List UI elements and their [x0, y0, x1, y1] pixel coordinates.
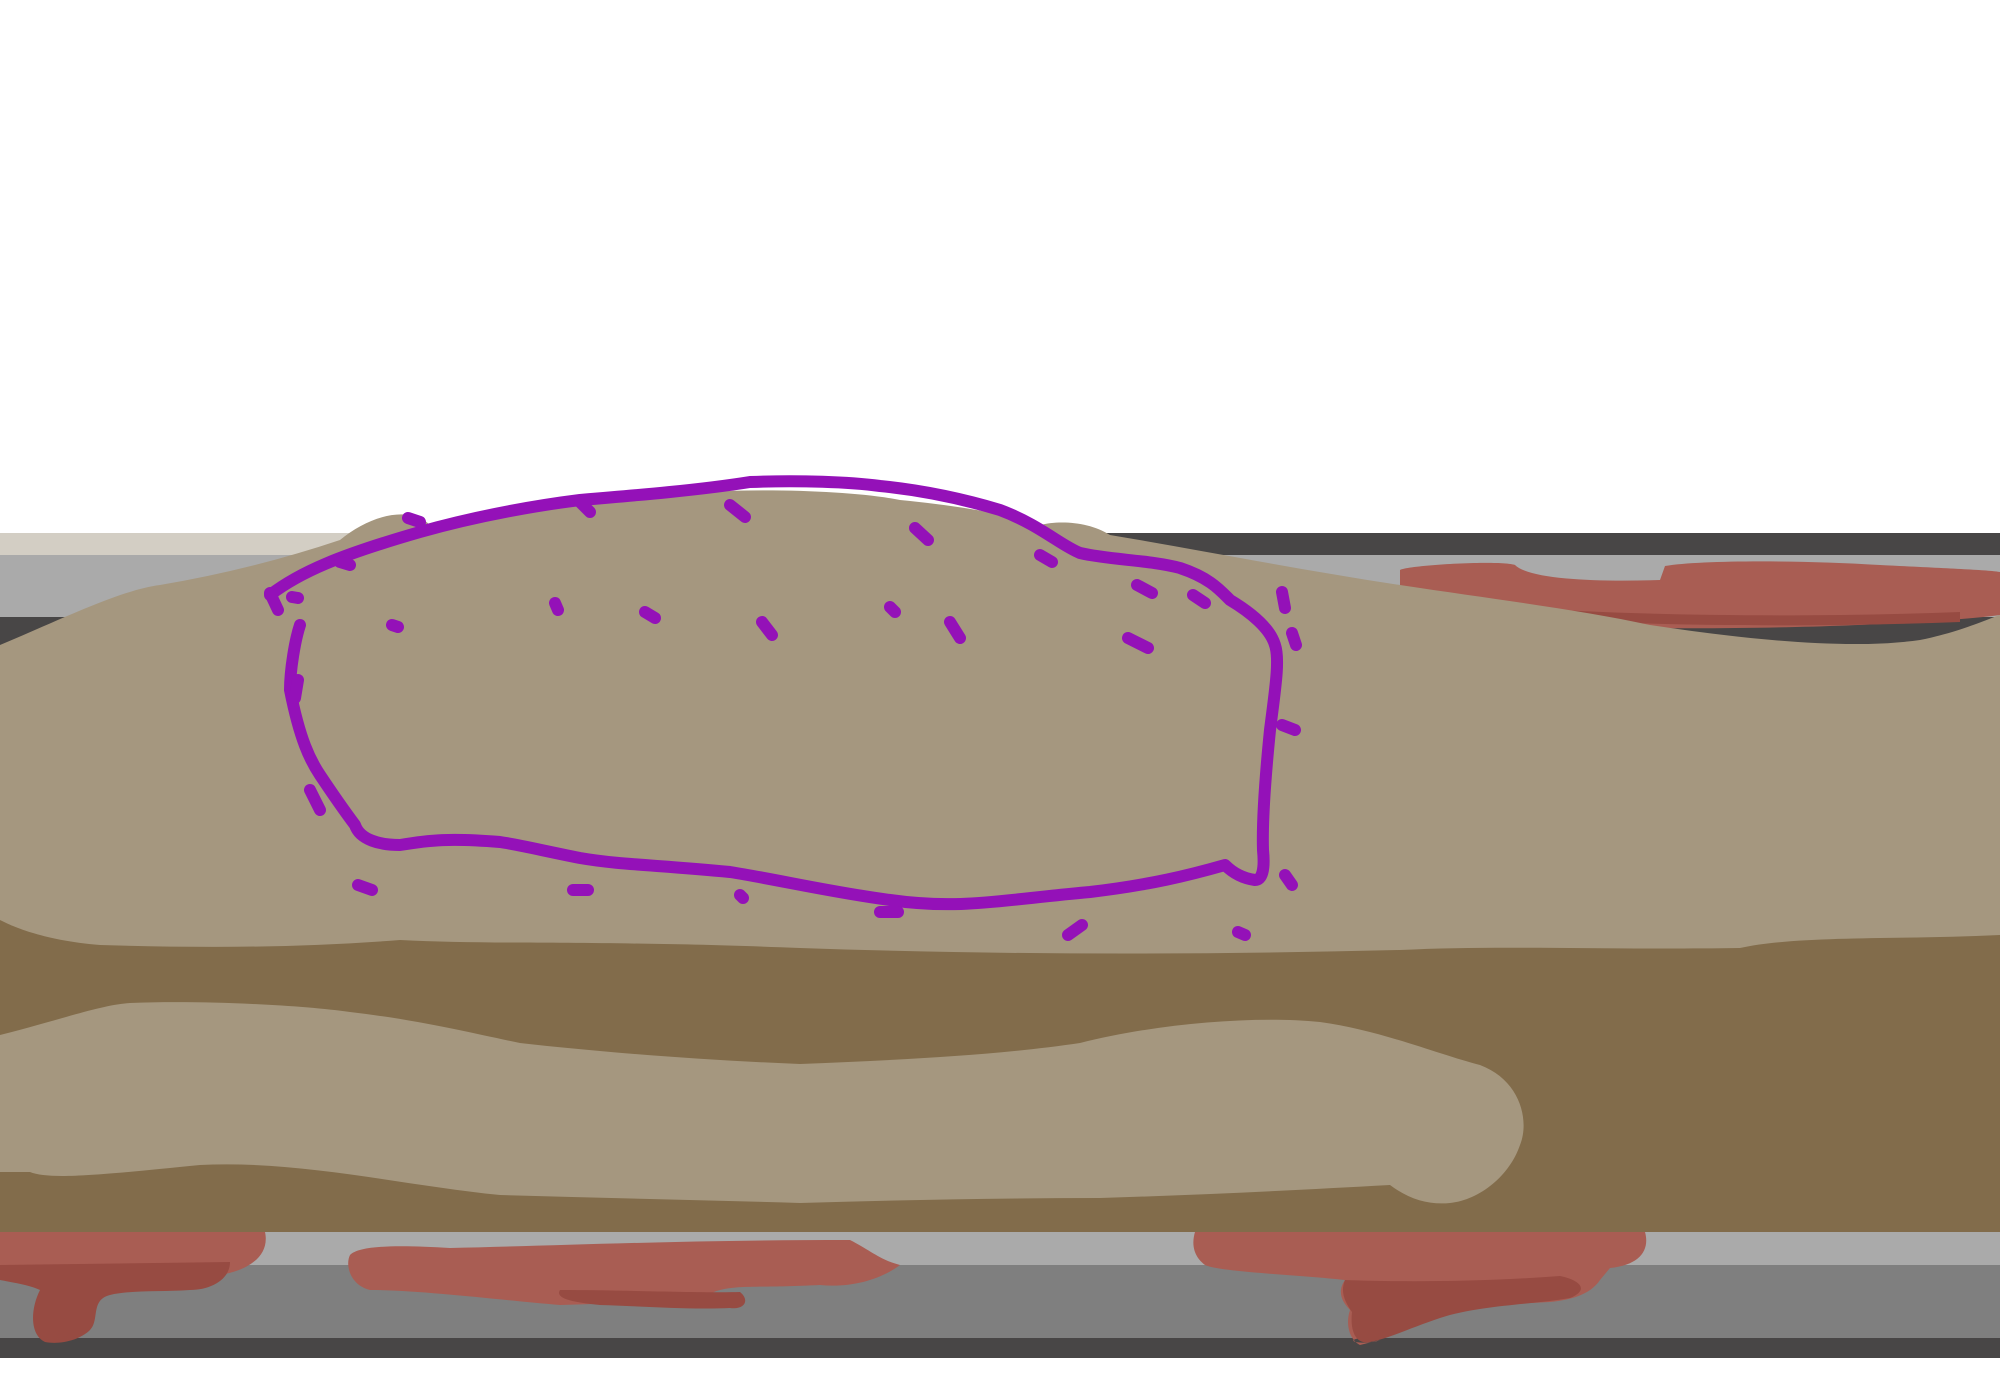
annotation-dot: [1034, 549, 1058, 568]
annotation-dot: [352, 879, 378, 896]
annotation-dot: [639, 606, 661, 624]
annotation-dot: [1279, 869, 1298, 891]
annotation-dot: [289, 674, 304, 704]
annotation-dot: [1062, 919, 1088, 941]
annotation-dot: [944, 616, 966, 644]
annotation-dot: [1187, 589, 1211, 609]
annotation-dot: [1131, 579, 1158, 599]
red-deposit-upper-dark: [1560, 610, 1960, 626]
wall-top-dark-band: [1080, 533, 2000, 557]
annotation-dot: [574, 496, 596, 518]
annotation-dot: [909, 522, 934, 546]
annotation-dot: [734, 889, 749, 904]
annotation-dot: [304, 784, 326, 816]
wall-bottom-dark-band: [0, 1338, 2000, 1358]
annotation-dot: [1232, 926, 1251, 941]
annotation-dot: [286, 591, 304, 604]
annotation-dot: [1276, 586, 1291, 614]
red-deposits-lower: [0, 1232, 1647, 1345]
annotation-dot: [386, 619, 404, 633]
annotation-dot: [549, 597, 564, 616]
annotation-dot: [264, 587, 284, 616]
annotation-dot: [334, 556, 356, 571]
annotation-outline: [264, 475, 1284, 911]
annotation-dot: [402, 512, 426, 528]
wall-bottom-gray-band: [0, 1225, 2000, 1270]
annotation-dots: [264, 496, 1302, 941]
red-deposit-center-dark: [559, 1290, 746, 1309]
red-deposit-left-dark: [0, 1262, 230, 1343]
wall-bottom-mid-band: [0, 1265, 2000, 1340]
annotation-dot: [1286, 627, 1302, 651]
annotation-dot: [1122, 632, 1154, 654]
annotation-dot: [724, 499, 751, 523]
lower-tissue-band: [0, 1002, 1524, 1204]
annotation-dot: [1276, 719, 1301, 736]
red-deposit-right-dark: [1342, 1276, 1581, 1343]
annotation-dot: [756, 616, 778, 641]
annotation-dot: [884, 601, 901, 618]
red-deposit-center: [348, 1240, 900, 1305]
